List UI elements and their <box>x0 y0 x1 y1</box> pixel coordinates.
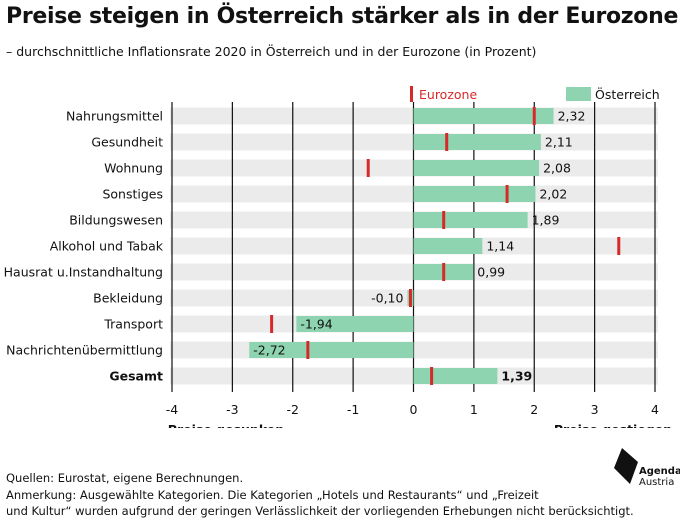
eurozone-marker <box>306 341 310 359</box>
x-tick-label: 2 <box>530 402 538 417</box>
value-label: -0,10 <box>371 291 403 306</box>
category-label: Gesundheit <box>91 135 163 150</box>
category-label: Nahrungsmittel <box>66 109 163 124</box>
category-label: Bildungswesen <box>69 213 163 228</box>
category-label: Gesamt <box>109 369 163 384</box>
remark-note-line-1: Anmerkung: Ausgewählte Kategorien. Die K… <box>6 487 539 502</box>
value-label: 1,14 <box>486 239 514 254</box>
bar-nachrichten-bermittlung <box>249 342 414 358</box>
value-label: 2,11 <box>545 135 573 150</box>
axis-annotation-left: Preise gesunken <box>168 422 284 428</box>
eurozone-marker <box>445 133 449 151</box>
eurozone-marker <box>442 263 446 281</box>
logo-line-1: Agenda <box>639 466 680 477</box>
category-label: Sonstiges <box>102 187 163 202</box>
value-label: -1,94 <box>300 317 332 332</box>
eurozone-marker <box>617 237 621 255</box>
category-label: Hausrat u.Instandhaltung <box>4 265 163 280</box>
bar-alkohol-und-tabak <box>413 238 483 254</box>
legend-eurozone-label: Eurozone <box>419 87 477 102</box>
legend-austria-swatch <box>566 87 591 101</box>
value-label: 2,32 <box>558 109 586 124</box>
legend-eurozone-marker <box>410 86 413 102</box>
category-label: Transport <box>103 317 163 332</box>
bar-transport <box>296 316 414 332</box>
eurozone-marker <box>408 289 412 307</box>
x-tick-label: 0 <box>410 402 418 417</box>
chart-title: Preise steigen in Österreich stärker als… <box>6 4 679 29</box>
x-tick-label: 1 <box>470 402 478 417</box>
footer-notes: Quellen: Eurostat, eigene Berechnungen. … <box>6 470 634 520</box>
x-tick-label: -1 <box>347 402 359 417</box>
eurozone-marker <box>430 367 434 385</box>
remark-note-line-2: und Kultur“ wurden aufgrund der geringen… <box>6 504 634 518</box>
bar-nahrungsmittel <box>413 108 554 124</box>
bar-wohnung <box>413 160 540 176</box>
eurozone-marker <box>270 315 274 333</box>
agenda-austria-logo: Agenda Austria <box>614 446 680 492</box>
x-tick-label: -4 <box>166 402 179 417</box>
bar-gesundheit <box>413 134 541 150</box>
axis-annotation-right: Preise gestiegen <box>554 422 672 428</box>
category-label: Alkohol und Tabak <box>50 239 164 254</box>
value-label: 1,89 <box>532 213 560 228</box>
x-tick-label: 4 <box>651 402 659 417</box>
category-label: Wohnung <box>104 161 163 176</box>
value-label: 2,08 <box>543 161 571 176</box>
value-label: 2,02 <box>539 187 567 202</box>
value-label: 0,99 <box>477 265 505 280</box>
bar-gesamt <box>413 368 498 384</box>
x-tick-label: 3 <box>591 402 599 417</box>
category-label: Bekleidung <box>93 291 163 306</box>
logo-line-2: Austria <box>639 477 675 488</box>
bar-bildungswesen <box>413 212 528 228</box>
category-label: Nachrichtenübermittlung <box>6 343 163 358</box>
x-tick-label: -2 <box>287 402 299 417</box>
logo-mark-icon <box>614 448 638 484</box>
eurozone-marker <box>505 185 509 203</box>
value-label: -2,72 <box>253 343 285 358</box>
eurozone-marker <box>442 211 446 229</box>
source-note: Quellen: Eurostat, eigene Berechnungen. <box>6 471 244 485</box>
legend-austria-label: Österreich <box>595 86 660 102</box>
eurozone-marker <box>532 107 536 125</box>
x-tick-label: -3 <box>226 402 238 417</box>
eurozone-marker <box>366 159 370 177</box>
chart-subtitle: – durchschnittliche Inflationsrate 2020 … <box>6 44 537 59</box>
value-label: 1,39 <box>501 369 532 384</box>
inflation-bar-chart: 2,32 2,11 2,08 2,02 1,89 1,14 0,99 -0,10 -1,94 -2… <box>4 86 672 428</box>
bar-sonstiges <box>413 186 536 202</box>
